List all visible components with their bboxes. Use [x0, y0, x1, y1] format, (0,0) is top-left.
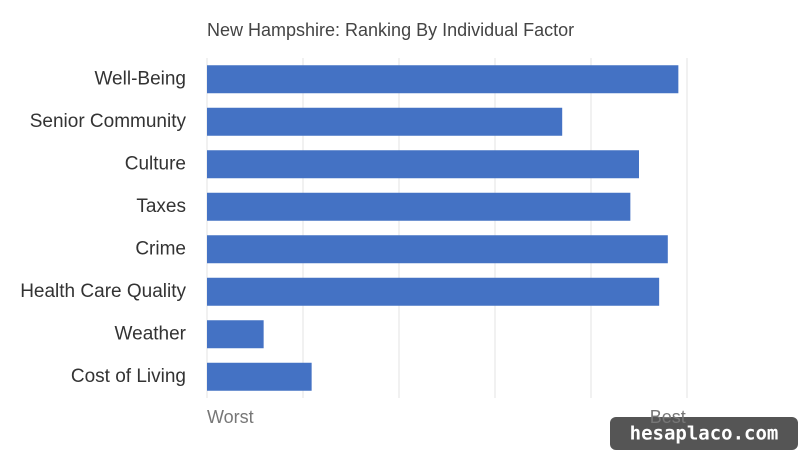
- y-tick-label: Senior Community: [30, 111, 187, 132]
- bar: [207, 65, 679, 94]
- bar: [207, 150, 639, 179]
- bar: [207, 107, 563, 136]
- y-tick-label: Well-Being: [94, 68, 186, 89]
- bar: [207, 277, 660, 306]
- y-tick-label: Weather: [115, 323, 187, 344]
- watermark: hesaplaco.com: [630, 423, 779, 445]
- y-tick-label: Cost of Living: [71, 366, 186, 387]
- bar: [207, 362, 312, 391]
- bar: [207, 192, 631, 221]
- y-tick-label: Taxes: [136, 196, 186, 217]
- watermark-box: [610, 417, 798, 450]
- bar: [207, 320, 264, 349]
- bar: [207, 235, 668, 264]
- x-tick-label: Best: [650, 407, 686, 427]
- y-tick-label: Crime: [135, 238, 186, 259]
- y-tick-label: Culture: [125, 153, 186, 174]
- y-tick-label: Health Care Quality: [20, 281, 186, 302]
- chart-title: New Hampshire: Ranking By Individual Fac…: [207, 20, 574, 40]
- x-tick-label: Worst: [207, 407, 254, 427]
